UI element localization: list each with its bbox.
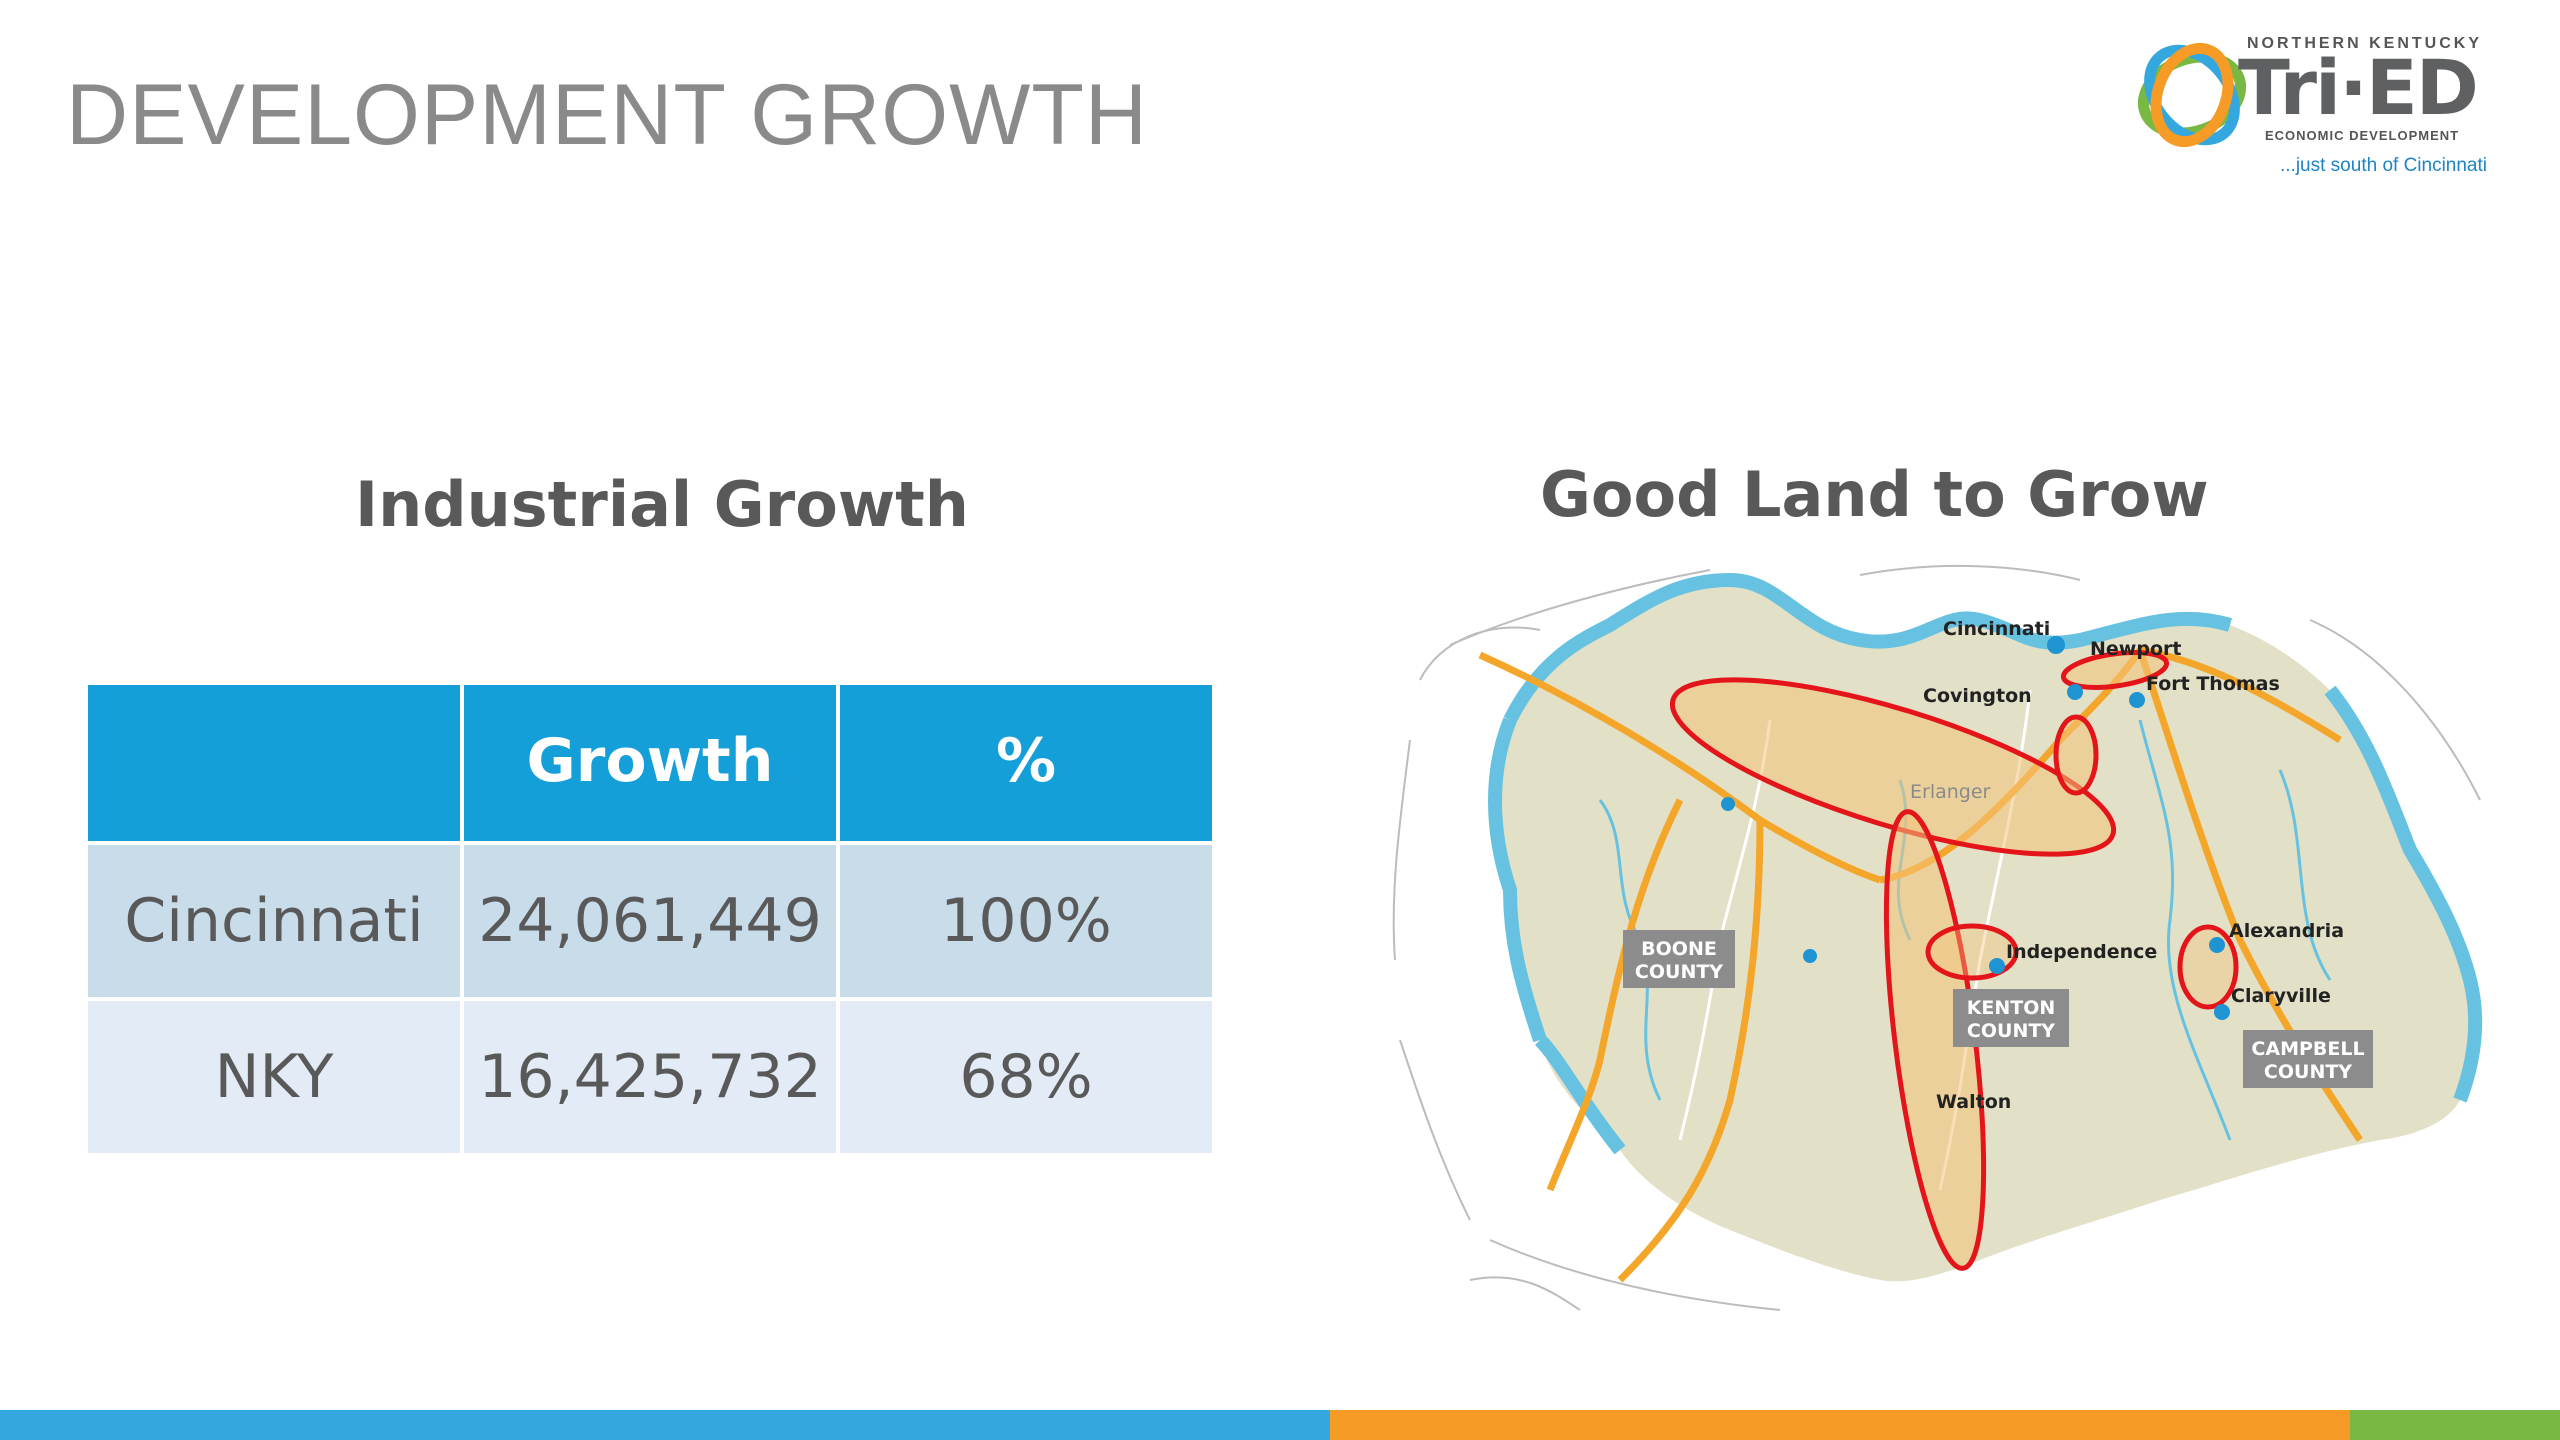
- column-header-growth: Growth: [460, 681, 840, 845]
- industrial-growth-heading: Industrial Growth: [355, 468, 969, 541]
- covington-south-highlight: [2053, 714, 2099, 796]
- county-label-kenton-line2: COUNTY: [1967, 1020, 2055, 1042]
- city-label-cincinnati: Cincinnati: [1943, 618, 2050, 640]
- column-header-percent: %: [836, 681, 1216, 845]
- footer-bar-blue: [0, 1410, 1350, 1440]
- percent-cell: 100%: [836, 841, 1216, 1001]
- logo-top-line: NORTHERN KENTUCKY: [2247, 35, 2482, 52]
- city-markers: [1721, 636, 2230, 1020]
- city-label-erlanger: Erlanger: [1910, 781, 1991, 803]
- county-label-boone-line2: COUNTY: [1635, 961, 1723, 983]
- good-land-heading: Good Land to Grow: [1540, 458, 2209, 531]
- county-label-boone-line1: BOONE: [1641, 938, 1717, 960]
- county-label-boone: BOONE COUNTY: [1623, 930, 1735, 988]
- city-label-independence: Independence: [2006, 941, 2157, 963]
- city-label-fort-thomas: Fort Thomas: [2146, 673, 2280, 695]
- logo-subtitle: ECONOMIC DEVELOPMENT: [2265, 128, 2460, 143]
- table-header-row: Growth %: [84, 681, 1216, 845]
- growth-cell: 24,061,449: [460, 841, 840, 1001]
- region-cell: Cincinnati: [84, 841, 464, 1001]
- tri-ring-logo-icon: [2137, 42, 2247, 148]
- northern-kentucky-map: Cincinnati Newport Covington Fort Thomas…: [1392, 564, 2483, 1311]
- slide-title: DEVELOPMENT GROWTH: [66, 67, 1148, 163]
- county-label-campbell: CAMPBELL COUNTY: [2243, 1030, 2373, 1088]
- county-label-kenton-line1: KENTON: [1967, 997, 2056, 1019]
- city-label-covington: Covington: [1923, 685, 2032, 707]
- footer-bar-orange: [1330, 1410, 2370, 1440]
- map-outline-sketch: [1392, 564, 2481, 1311]
- city-label-claryville: Claryville: [2231, 985, 2331, 1007]
- airport-corridor-highlight: [1669, 677, 2117, 857]
- growth-cell: 16,425,732: [460, 997, 840, 1157]
- alexandria-highlight: [2177, 924, 2239, 1010]
- logo-name: Tri·ED: [2238, 43, 2479, 132]
- city-label-newport: Newport: [2090, 638, 2181, 660]
- column-header-region: [84, 681, 464, 845]
- industrial-growth-table: Growth % Cincinnati 24,061,449 100% NKY …: [84, 681, 1216, 1157]
- table-row: NKY 16,425,732 68%: [84, 997, 1216, 1157]
- growth-highlights: [1669, 650, 2239, 1271]
- footer-bar-green: [2350, 1410, 2560, 1440]
- county-label-campbell-line2: COUNTY: [2264, 1061, 2352, 1083]
- city-label-alexandria: Alexandria: [2229, 920, 2344, 942]
- newport-highlight: [2060, 650, 2170, 690]
- region-cell: NKY: [84, 997, 464, 1157]
- tri-ed-logo: NORTHERN KENTUCKY Tri·ED ECONOMIC DEVELO…: [2130, 25, 2510, 195]
- county-label-campbell-line1: CAMPBELL: [2251, 1038, 2364, 1060]
- city-label-walton: Walton: [1936, 1091, 2011, 1113]
- logo-tagline: ...just south of Cincinnati: [2280, 155, 2487, 176]
- percent-cell: 68%: [836, 997, 1216, 1157]
- ohio-river: [1488, 572, 2483, 1155]
- table-row: Cincinnati 24,061,449 100%: [84, 841, 1216, 1001]
- county-label-kenton: KENTON COUNTY: [1953, 989, 2069, 1047]
